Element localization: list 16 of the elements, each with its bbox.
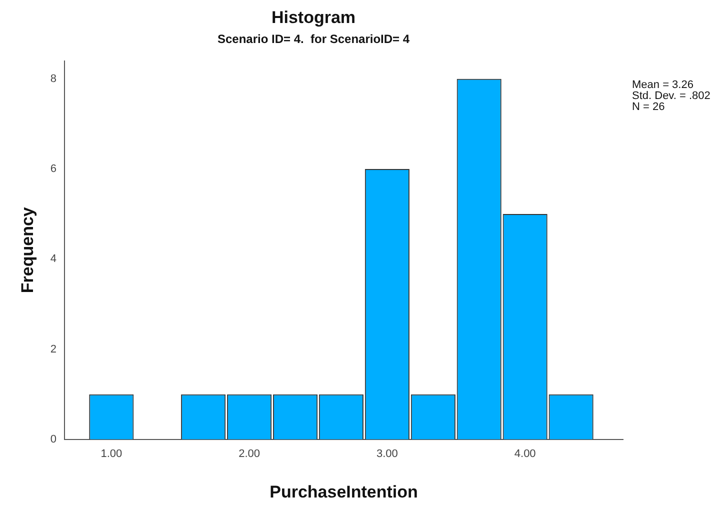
y-axis-title: Frequency: [18, 206, 37, 294]
text: Std. Dev. = .802: [632, 90, 710, 102]
x-tick-label: 2.00: [238, 448, 260, 460]
x-tick-label: 1.00: [100, 448, 122, 460]
x-tick-label: 4.00: [514, 448, 536, 460]
y-tick-label: 8: [50, 72, 57, 85]
y-tick-label: 0: [50, 433, 57, 446]
x-axis-title: PurchaseIntention: [270, 482, 418, 502]
chart-subtitle: Scenario ID= 4. for ScenarioID= 4: [217, 32, 410, 46]
x-tick-label: 3.00: [376, 448, 398, 460]
y-tick-label: 2: [50, 343, 57, 356]
text: N = 26: [632, 101, 666, 113]
text: Mean = 3.26: [632, 79, 694, 91]
y-tick-label: 4: [50, 253, 57, 266]
y-tick-label: 6: [50, 163, 57, 176]
chart-title: Histogram: [271, 8, 356, 27]
